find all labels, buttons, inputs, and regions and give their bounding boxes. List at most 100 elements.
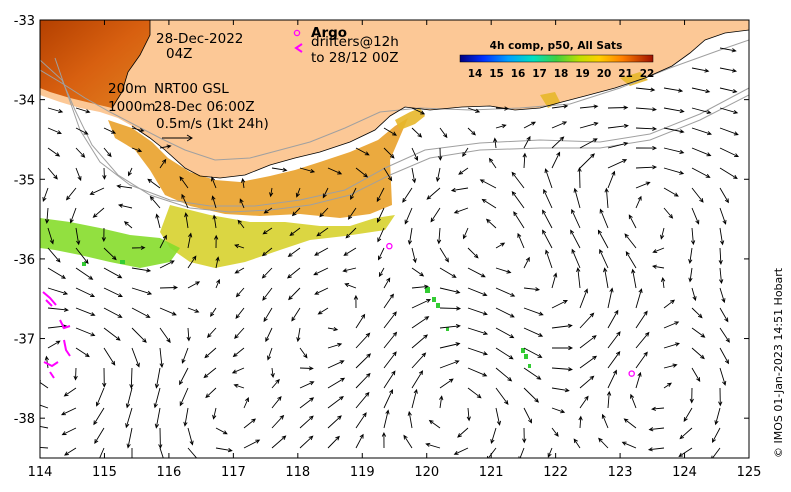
current-arrow — [493, 137, 498, 149]
current-arrow — [450, 187, 469, 193]
current-arrow — [243, 418, 256, 429]
current-arrow — [64, 447, 77, 456]
current-arrow — [47, 107, 64, 114]
current-arrow — [327, 377, 346, 389]
current-arrow — [103, 267, 123, 279]
current-arrow — [719, 187, 729, 204]
current-arrow — [75, 247, 89, 265]
current-arrow — [648, 427, 665, 432]
current-arrow — [127, 167, 133, 177]
current-arrow — [63, 387, 77, 397]
current-arrow — [467, 267, 486, 278]
current-arrow — [271, 414, 285, 429]
current-arrow — [579, 104, 599, 109]
current-arrow — [691, 147, 712, 157]
current-arrow — [439, 287, 461, 294]
current-arrow — [299, 381, 315, 389]
current-arrow — [635, 288, 643, 309]
current-arrow — [153, 387, 161, 409]
current-arrow — [523, 135, 531, 149]
current-arrow — [89, 187, 105, 195]
current-arrow — [663, 127, 685, 134]
current-arrow — [597, 229, 609, 249]
current-arrow — [691, 347, 705, 360]
drifter-track — [45, 299, 53, 307]
colorbar-ticks: 14 15 16 17 18 19 20 21 22 — [468, 68, 655, 80]
current-arrow — [103, 147, 112, 158]
current-arrow — [439, 378, 454, 389]
current-arrow — [523, 387, 540, 403]
current-arrow — [439, 360, 460, 369]
current-arrow — [495, 267, 512, 274]
current-arrow — [117, 203, 133, 209]
current-arrow — [314, 247, 329, 256]
current-arrow — [523, 367, 542, 380]
current-arrow — [630, 393, 637, 409]
current-arrow — [47, 227, 54, 245]
current-arrow — [439, 267, 457, 278]
current-arrow — [355, 167, 369, 178]
current-arrow — [660, 227, 665, 240]
current-arrow — [607, 159, 628, 169]
current-arrow — [403, 434, 413, 449]
current-arrow — [60, 407, 77, 416]
current-arrow — [381, 431, 387, 449]
contour-200m — [40, 39, 749, 161]
current-arrow — [411, 352, 427, 369]
current-arrow — [691, 327, 706, 338]
current-arrow — [40, 425, 49, 429]
lat-tick-label: -34 — [14, 94, 35, 109]
current-arrow — [147, 178, 161, 189]
lon-tick-label: 124 — [672, 465, 697, 480]
lon-tick-label: 116 — [156, 465, 181, 480]
current-arrow — [573, 187, 581, 209]
current-arrow — [688, 267, 693, 283]
current-arrow — [344, 283, 357, 289]
current-arrow — [551, 272, 558, 289]
current-arrow — [232, 347, 245, 358]
current-arrow — [212, 407, 217, 420]
current-arrow — [545, 249, 553, 269]
current-arrow — [719, 87, 738, 94]
current-arrow — [271, 378, 280, 389]
current-arrow — [47, 307, 69, 312]
contour-1000m-inner — [54, 57, 749, 207]
current-arrow — [436, 227, 442, 245]
current-arrow — [262, 227, 273, 235]
current-arrow — [495, 106, 510, 111]
current-arrow — [181, 193, 189, 209]
current-arrow — [607, 369, 617, 389]
current-arrow — [355, 412, 367, 429]
current-arrow — [299, 415, 314, 429]
current-arrow — [579, 375, 595, 389]
current-arrow — [411, 107, 426, 115]
current-arrow — [240, 177, 246, 189]
current-arrow — [327, 342, 343, 349]
current-arrow — [42, 187, 49, 202]
current-arrow — [261, 267, 273, 279]
current-arrow — [289, 227, 301, 237]
current-arrow — [647, 447, 665, 452]
current-arrow — [215, 256, 220, 269]
colorbar-tick-label: 20 — [597, 68, 612, 80]
current-arrow — [327, 167, 343, 175]
current-arrow — [203, 367, 217, 379]
lon-tick-label: 121 — [479, 465, 504, 480]
current-arrow — [47, 147, 61, 157]
current-arrow — [635, 126, 658, 131]
current-arrow — [628, 214, 637, 229]
current-arrow — [345, 227, 357, 239]
current-arrow — [635, 181, 651, 189]
current-vector-field — [40, 47, 740, 458]
current-arrow — [342, 267, 357, 273]
current-arrow — [355, 391, 370, 409]
credit-label: © IMOS 01-Jan-2023 14:51 Hobart — [772, 267, 785, 458]
contour-1000m — [40, 59, 749, 213]
current-arrow — [299, 347, 308, 359]
scale-arrow — [162, 134, 193, 142]
current-arrow — [547, 447, 553, 458]
current-arrow — [579, 288, 588, 309]
current-arrow — [159, 347, 164, 369]
current-arrow — [263, 207, 273, 214]
